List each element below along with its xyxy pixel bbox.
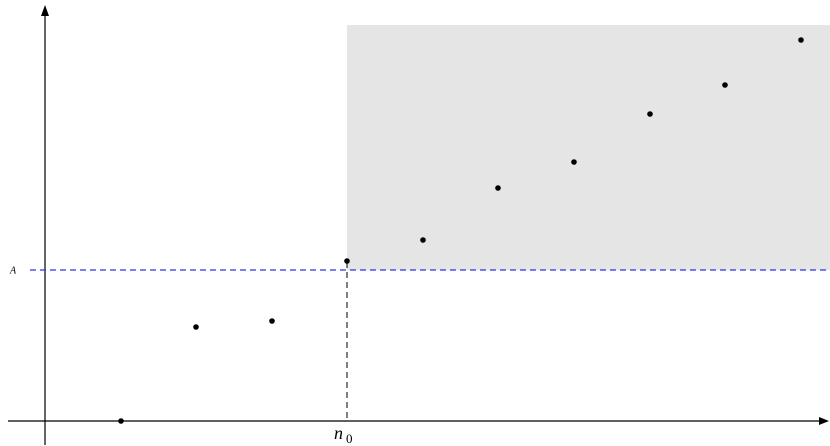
point	[495, 185, 501, 191]
point	[269, 318, 275, 324]
y-axis-arrow	[41, 5, 49, 16]
index-label: n	[334, 423, 343, 443]
sequence-points	[118, 37, 804, 424]
point	[722, 82, 728, 88]
x-axis-arrow	[819, 417, 829, 425]
point	[647, 111, 653, 117]
index-subscript: 0	[346, 431, 353, 446]
point	[193, 324, 199, 330]
point	[571, 159, 577, 165]
point	[344, 258, 350, 264]
point	[420, 237, 426, 243]
point	[118, 418, 124, 424]
threshold-label: A	[9, 265, 17, 276]
shaded-region	[347, 25, 830, 270]
point	[798, 37, 804, 43]
